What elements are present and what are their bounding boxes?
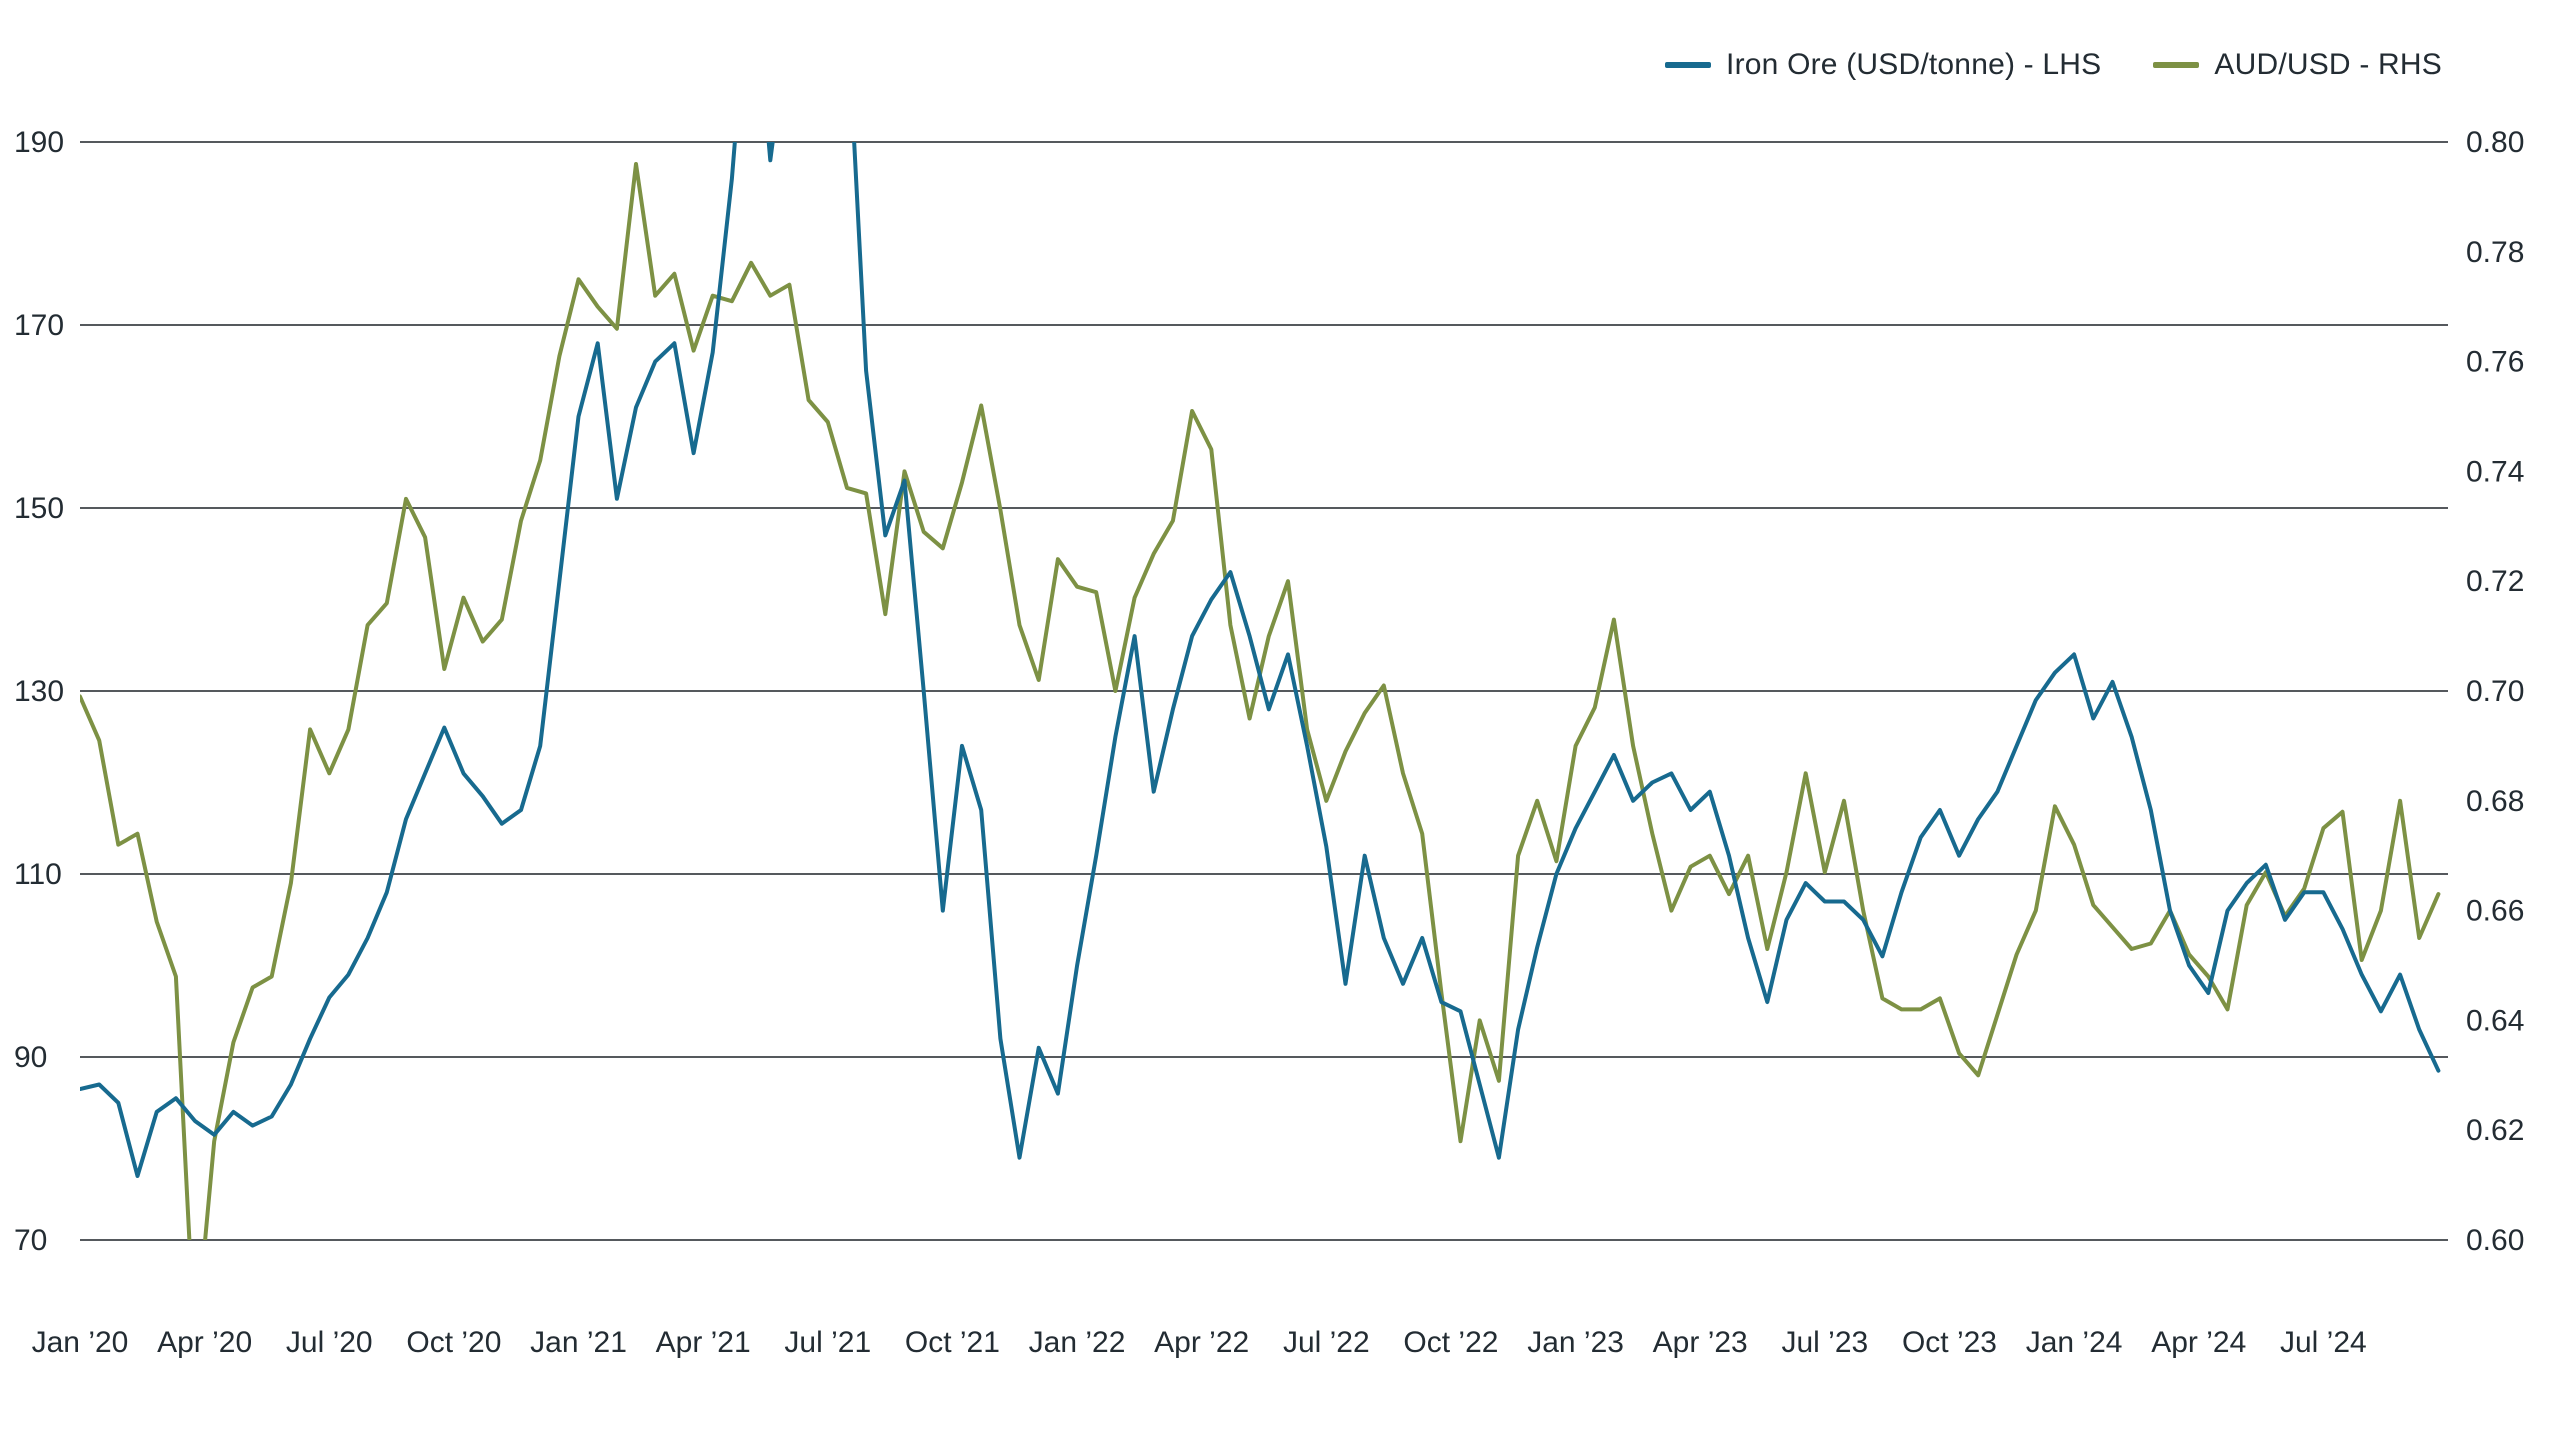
left-axis-tick-label: 130 (14, 675, 64, 708)
right-axis-tick-label: 0.60 (2466, 1224, 2524, 1257)
x-axis-tick-label: Jan ’23 (1527, 1326, 1624, 1359)
left-axis-tick-label: 170 (14, 309, 64, 342)
right-axis-tick-label: 0.74 (2466, 455, 2524, 488)
right-axis-tick-label: 0.72 (2466, 565, 2524, 598)
x-axis-tick-label: Jul ’22 (1283, 1326, 1370, 1359)
x-axis-tick-label: Jan ’20 (32, 1326, 129, 1359)
x-axis-tick-label: Oct ’22 (1403, 1326, 1498, 1359)
x-axis-tick-label: Apr ’24 (2151, 1326, 2246, 1359)
x-axis-tick-label: Apr ’22 (1154, 1326, 1249, 1359)
x-axis-tick-label: Jul ’24 (2280, 1326, 2367, 1359)
right-axis-tick-label: 0.76 (2466, 346, 2524, 379)
x-axis-tick-label: Apr ’20 (157, 1326, 252, 1359)
aud-usd-legend-label: AUD/USD - RHS (2214, 48, 2442, 81)
left-axis-tick-label: 110 (14, 858, 62, 891)
x-axis-tick-label: Oct ’23 (1902, 1326, 1997, 1359)
right-axis-tick-label: 0.70 (2466, 675, 2524, 708)
right-axis-tick-label: 0.80 (2466, 126, 2524, 159)
legend-item-aud-usd: AUD/USD - RHS (2153, 48, 2442, 82)
legend-item-iron-ore: Iron Ore (USD/tonne) - LHS (1665, 48, 2101, 82)
chart-legend: Iron Ore (USD/tonne) - LHS AUD/USD - RHS (1665, 48, 2442, 82)
x-axis-tick-label: Oct ’21 (905, 1326, 1000, 1359)
aud-usd-legend-swatch (2153, 62, 2200, 68)
x-axis-tick-label: Jul ’23 (1781, 1326, 1868, 1359)
right-axis-tick-label: 0.62 (2466, 1114, 2524, 1147)
x-axis-tick-label: Jul ’20 (286, 1326, 373, 1359)
right-axis-tick-label: 0.68 (2466, 785, 2524, 818)
left-axis-tick-label: 150 (14, 492, 64, 525)
x-axis-tick-label: Apr ’23 (1653, 1326, 1748, 1359)
iron-ore-legend-swatch (1665, 62, 1712, 68)
x-axis-tick-label: Jan ’21 (530, 1326, 627, 1359)
left-axis-tick-label: 90 (14, 1041, 47, 1074)
right-axis-tick-label: 0.78 (2466, 236, 2524, 269)
iron-ore-legend-label: Iron Ore (USD/tonne) - LHS (1726, 48, 2102, 81)
iron-ore-usd-tonne-lhs-line (80, 142, 2441, 1178)
x-axis-tick-label: Jan ’22 (1029, 1326, 1126, 1359)
right-axis-tick-label: 0.64 (2466, 1004, 2524, 1037)
right-axis-tick-label: 0.66 (2466, 895, 2524, 928)
x-axis-tick-label: Apr ’21 (656, 1326, 751, 1359)
x-axis-tick-label: Jul ’21 (784, 1326, 871, 1359)
x-axis-tick-label: Jan ’24 (2026, 1326, 2123, 1359)
left-axis-tick-label: 190 (14, 126, 64, 159)
x-axis-tick-label: Oct ’20 (406, 1326, 501, 1359)
left-axis-tick-label: 70 (14, 1224, 47, 1257)
